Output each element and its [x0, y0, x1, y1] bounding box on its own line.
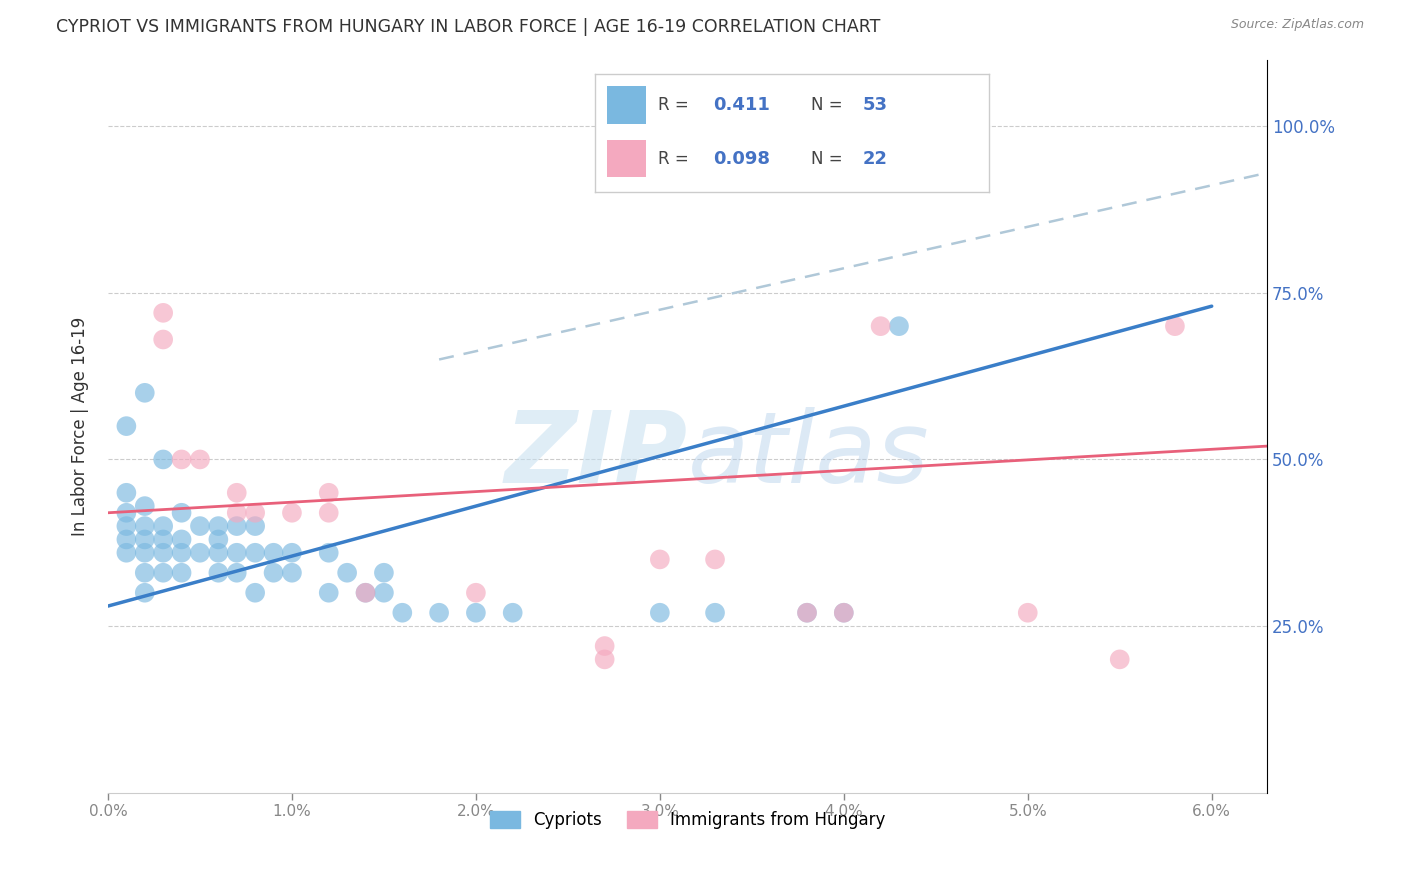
Point	[188, 546, 211, 560]
Text: atlas: atlas	[688, 407, 929, 504]
Point	[887, 319, 910, 334]
Point	[225, 546, 247, 560]
Point	[225, 485, 247, 500]
Point	[243, 546, 266, 560]
Point	[134, 546, 156, 560]
Point	[648, 606, 671, 620]
Point	[115, 533, 138, 547]
Point	[243, 519, 266, 533]
Point	[593, 652, 616, 666]
Point	[318, 585, 340, 599]
Text: Source: ZipAtlas.com: Source: ZipAtlas.com	[1230, 18, 1364, 31]
Point	[170, 506, 193, 520]
Point	[281, 566, 304, 580]
Point	[170, 533, 193, 547]
Point	[170, 452, 193, 467]
Point	[281, 506, 304, 520]
Text: CYPRIOT VS IMMIGRANTS FROM HUNGARY IN LABOR FORCE | AGE 16-19 CORRELATION CHART: CYPRIOT VS IMMIGRANTS FROM HUNGARY IN LA…	[56, 18, 880, 36]
Point	[225, 566, 247, 580]
Point	[373, 566, 395, 580]
Point	[318, 485, 340, 500]
Point	[354, 585, 377, 599]
Point	[427, 606, 450, 620]
Point	[263, 546, 285, 560]
Point	[796, 606, 818, 620]
Point	[134, 566, 156, 580]
Point	[134, 499, 156, 513]
Point	[243, 585, 266, 599]
Point	[318, 546, 340, 560]
Point	[134, 385, 156, 400]
Point	[225, 506, 247, 520]
Point	[152, 333, 174, 347]
Point	[354, 585, 377, 599]
Point	[281, 546, 304, 560]
Point	[464, 585, 486, 599]
Point	[152, 533, 174, 547]
Point	[373, 585, 395, 599]
Point	[152, 546, 174, 560]
Point	[207, 519, 229, 533]
Point	[225, 519, 247, 533]
Point	[115, 546, 138, 560]
Point	[391, 606, 413, 620]
Point	[152, 519, 174, 533]
Legend: Cypriots, Immigrants from Hungary: Cypriots, Immigrants from Hungary	[482, 804, 891, 836]
Point	[336, 566, 359, 580]
Point	[134, 533, 156, 547]
Point	[832, 606, 855, 620]
Point	[648, 552, 671, 566]
Point	[869, 319, 891, 334]
Point	[1017, 606, 1039, 620]
Point	[1108, 652, 1130, 666]
Point	[170, 546, 193, 560]
Point	[207, 566, 229, 580]
Point	[152, 566, 174, 580]
Point	[207, 546, 229, 560]
Point	[170, 566, 193, 580]
Point	[134, 519, 156, 533]
Point	[115, 519, 138, 533]
Point	[502, 606, 524, 620]
Point	[704, 606, 727, 620]
Point	[243, 506, 266, 520]
Point	[115, 506, 138, 520]
Point	[134, 585, 156, 599]
Point	[152, 306, 174, 320]
Text: ZIP: ZIP	[505, 407, 688, 504]
Point	[464, 606, 486, 620]
Point	[188, 452, 211, 467]
Point	[115, 485, 138, 500]
Point	[1164, 319, 1187, 334]
Point	[832, 606, 855, 620]
Point	[152, 452, 174, 467]
Point	[704, 552, 727, 566]
Point	[188, 519, 211, 533]
Point	[796, 606, 818, 620]
Point	[263, 566, 285, 580]
Y-axis label: In Labor Force | Age 16-19: In Labor Force | Age 16-19	[72, 317, 89, 536]
Point	[593, 639, 616, 653]
Point	[115, 419, 138, 434]
Point	[318, 506, 340, 520]
Point	[207, 533, 229, 547]
